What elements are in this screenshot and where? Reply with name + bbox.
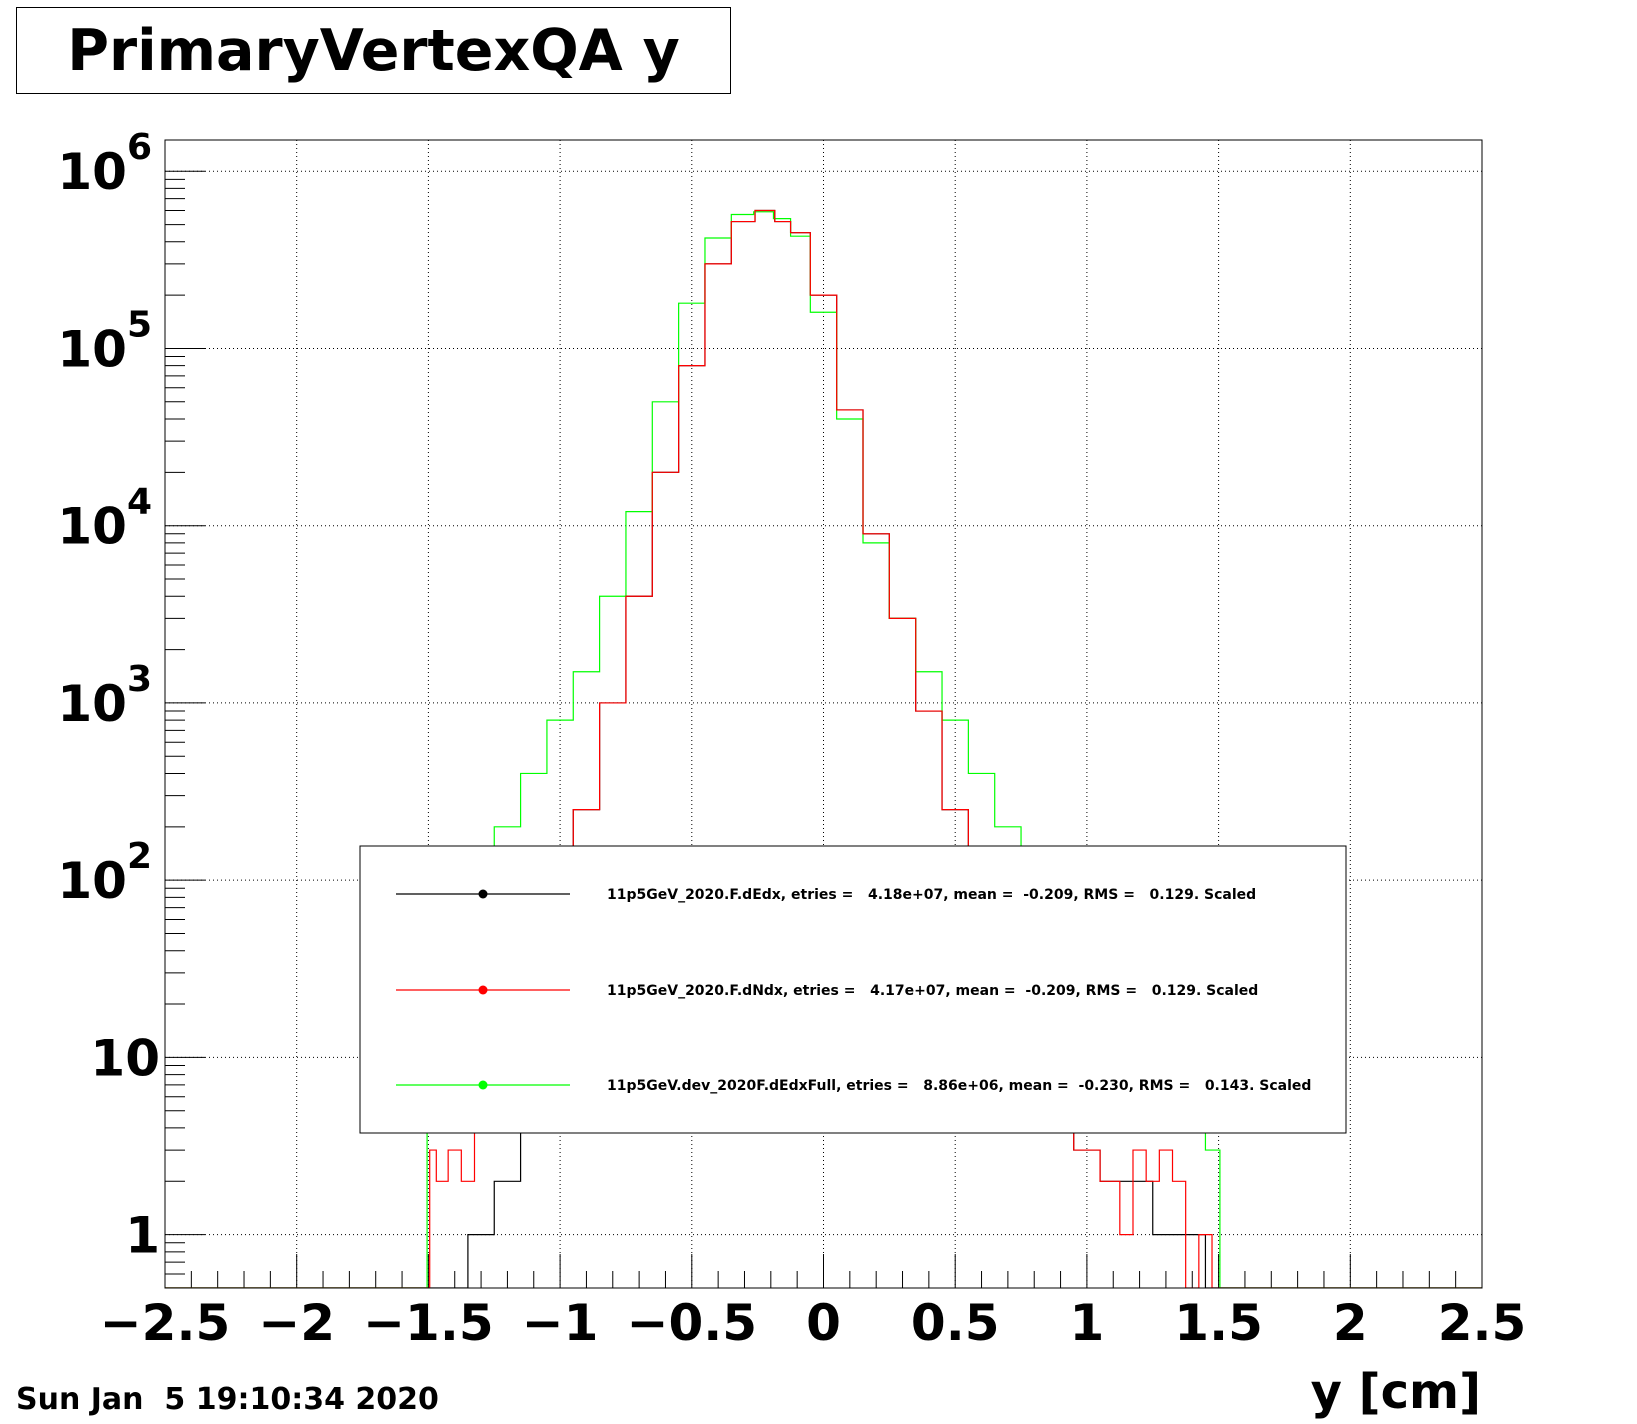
y-tick-labels: 1 10 102 103 104 105 106 [57,127,160,1264]
x-axis-title: y [cm] [1310,1364,1481,1420]
x-tick-label: −2.5 [100,1294,230,1352]
legend-label: 11p5GeV.dev_2020F.dEdxFull, etries = 8.8… [607,1078,1311,1094]
x-tick-label: −1.5 [363,1294,493,1352]
x-tick-labels: −2.5 −2 −1.5 −1 −0.5 0 0.5 1 1.5 2 2.5 [100,1294,1527,1352]
x-tick-label: 2.5 [1438,1294,1527,1352]
x-tick-label: 2 [1333,1294,1368,1352]
axis-ticks [164,170,1483,1289]
x-tick-label: −1 [522,1294,599,1352]
x-tick-label: 0.5 [911,1294,1000,1352]
y-tick-label: 104 [57,482,152,556]
x-tick-label: −0.5 [627,1294,757,1352]
y-tick-label: 106 [57,127,152,201]
y-tick-label: 105 [57,304,152,378]
legend-label: 11p5GeV_2020.F.dEdx, etries = 4.18e+07, … [607,887,1256,903]
x-tick-label: 1.5 [1174,1294,1263,1352]
legend-marker [478,889,488,899]
chart-title: PrimaryVertexQA y [67,17,680,84]
x-tick-label: 0 [806,1294,841,1352]
x-tick-label: −2 [258,1294,335,1352]
y-tick-label: 103 [57,659,152,733]
legend-marker [478,1080,488,1090]
timestamp: Sun Jan 5 19:10:34 2020 [16,1382,439,1417]
y-tick-label: 10 [90,1029,160,1087]
legend-label: 11p5GeV_2020.F.dNdx, etries = 4.17e+07, … [607,983,1258,999]
x-tick-label: 1 [1070,1294,1105,1352]
y-tick-label: 102 [57,836,152,910]
legend-marker [478,985,488,995]
y-tick-label: 1 [125,1207,160,1265]
plot-frame [164,139,1483,1289]
legend: 11p5GeV_2020.F.dEdx, etries = 4.18e+07, … [359,845,1347,1134]
title-box: PrimaryVertexQA y [16,7,731,94]
